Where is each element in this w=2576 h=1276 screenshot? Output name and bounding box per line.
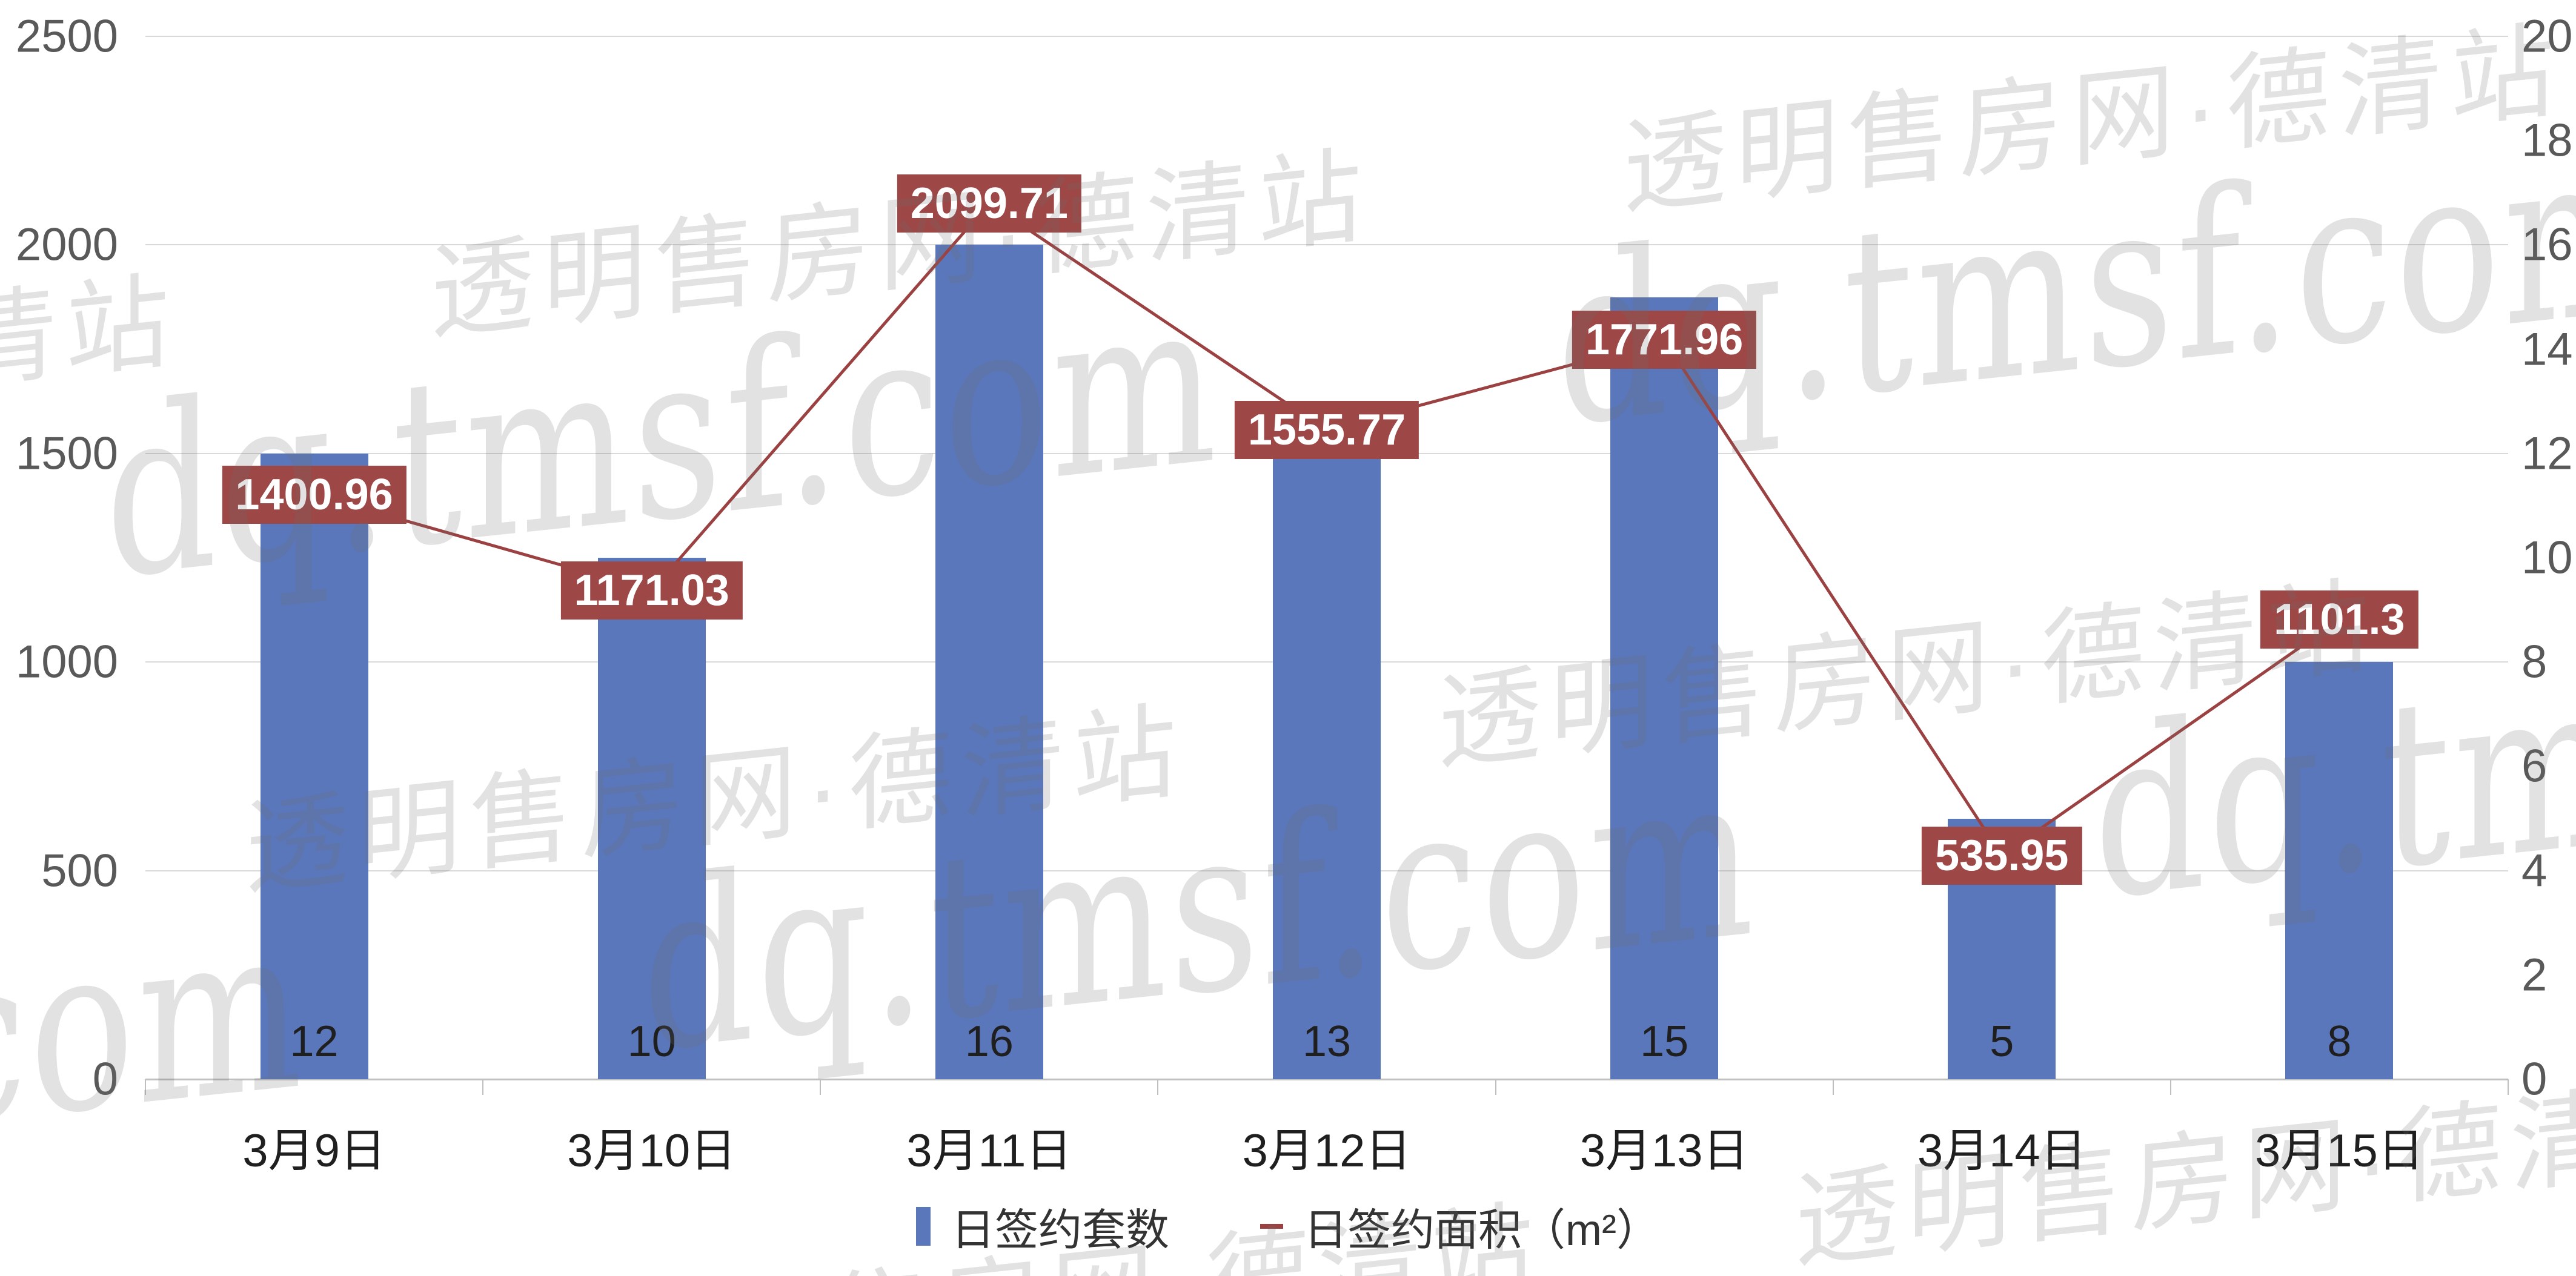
x-axis-tick <box>2169 1079 2171 1095</box>
x-axis-tick <box>145 1079 146 1095</box>
x-axis-category-label: 3月10日 <box>567 1125 737 1177</box>
x-axis-category-label: 3月12日 <box>1242 1125 1412 1177</box>
bar-series-marker-icon <box>916 1206 931 1246</box>
right-axis-tick-label: 20 <box>2521 10 2573 62</box>
left-axis-tick-label: 2000 <box>15 219 118 271</box>
watermark-text-latin: dq.tmsf.comdq.tmsf.comdq.tmsf.comdq.tmsf… <box>0 0 2576 39</box>
right-axis-tick-label: 18 <box>2521 114 2573 167</box>
watermark-tile-chinese: 透明售房网·德清站 <box>1438 567 2377 783</box>
right-axis-tick-label: 16 <box>2521 219 2573 271</box>
right-axis-tick-label: 14 <box>2521 323 2573 375</box>
line-point-label: 1101.3 <box>2260 590 2418 649</box>
x-axis-category-label: 3月9日 <box>242 1125 386 1177</box>
bar-value-label: 12 <box>290 1017 339 1066</box>
legend-item-bar-series: 日签约套数 <box>916 1194 1169 1258</box>
left-axis-tick-label: 500 <box>41 845 118 897</box>
bar-3月10日 <box>597 558 706 1079</box>
right-axis-tick-label: 6 <box>2521 740 2548 792</box>
x-axis-category-label: 3月11日 <box>906 1125 1072 1177</box>
x-axis-category-label: 3月15日 <box>2255 1125 2424 1177</box>
line-series-marker-icon <box>1260 1223 1284 1229</box>
bar-3月11日 <box>935 245 1043 1079</box>
legend-item-line-series: 日签约面积（m²） <box>1260 1194 1660 1258</box>
line-point-label: 1171.03 <box>560 561 743 620</box>
x-axis-tick <box>1495 1079 1496 1095</box>
bar-value-label: 5 <box>1990 1017 2014 1066</box>
x-axis-tick <box>482 1079 484 1095</box>
x-axis-category-label: 3月13日 <box>1579 1125 1749 1177</box>
bar-value-label: 16 <box>964 1017 1014 1066</box>
left-axis-tick-label: 2500 <box>15 10 118 62</box>
bar-3月12日 <box>1273 401 1381 1079</box>
watermark-tile-chinese: 透明售房网·德清站 <box>245 692 1185 908</box>
x-axis-category-label: 3月14日 <box>1917 1125 2086 1177</box>
line-point-label: 2099.71 <box>897 174 1081 233</box>
watermark-tile-latin: dq.tmsf.com <box>642 720 1757 1105</box>
x-axis-line <box>145 1079 2508 1080</box>
legend-label-bar-series: 日签约套数 <box>951 1206 1170 1255</box>
left-axis-tick-label: 1000 <box>15 636 118 688</box>
right-axis-tick-label: 0 <box>2521 1053 2548 1105</box>
bar-3月9日 <box>260 453 368 1079</box>
line-point-label: 1555.77 <box>1234 401 1419 460</box>
bar-value-label: 13 <box>1302 1017 1352 1066</box>
right-axis-tick-label: 10 <box>2521 532 2573 584</box>
line-point-label: 535.95 <box>1922 826 2082 885</box>
line-point-label: 1771.96 <box>1572 311 1757 369</box>
x-axis-tick <box>820 1079 822 1095</box>
bar-value-label: 15 <box>1640 1017 1689 1066</box>
left-axis-tick-label: 1500 <box>15 428 118 480</box>
right-axis-tick-label: 2 <box>2521 949 2548 1001</box>
watermark-tile-chinese: 透明售房网·德清站 <box>430 137 1370 353</box>
bar-value-label: 10 <box>627 1017 676 1066</box>
bar-value-label: 8 <box>2327 1017 2352 1066</box>
line-point-label: 1400.96 <box>222 466 407 524</box>
x-axis-tick <box>1832 1079 1834 1095</box>
gridline <box>145 244 2508 246</box>
x-axis-tick <box>2508 1079 2509 1095</box>
legend: 日签约套数 日签约面积（m²） <box>0 1194 2576 1258</box>
gridline <box>145 36 2508 37</box>
left-axis-tick-label: 0 <box>92 1053 118 1105</box>
bar-3月13日 <box>1610 297 1719 1079</box>
right-axis-tick-label: 4 <box>2521 845 2548 897</box>
right-axis-tick-label: 8 <box>2521 636 2548 688</box>
legend-label-line-series: 日签约面积（m²） <box>1304 1206 1660 1255</box>
right-axis-tick-label: 12 <box>2521 428 2573 480</box>
x-axis-tick <box>1157 1079 1159 1095</box>
